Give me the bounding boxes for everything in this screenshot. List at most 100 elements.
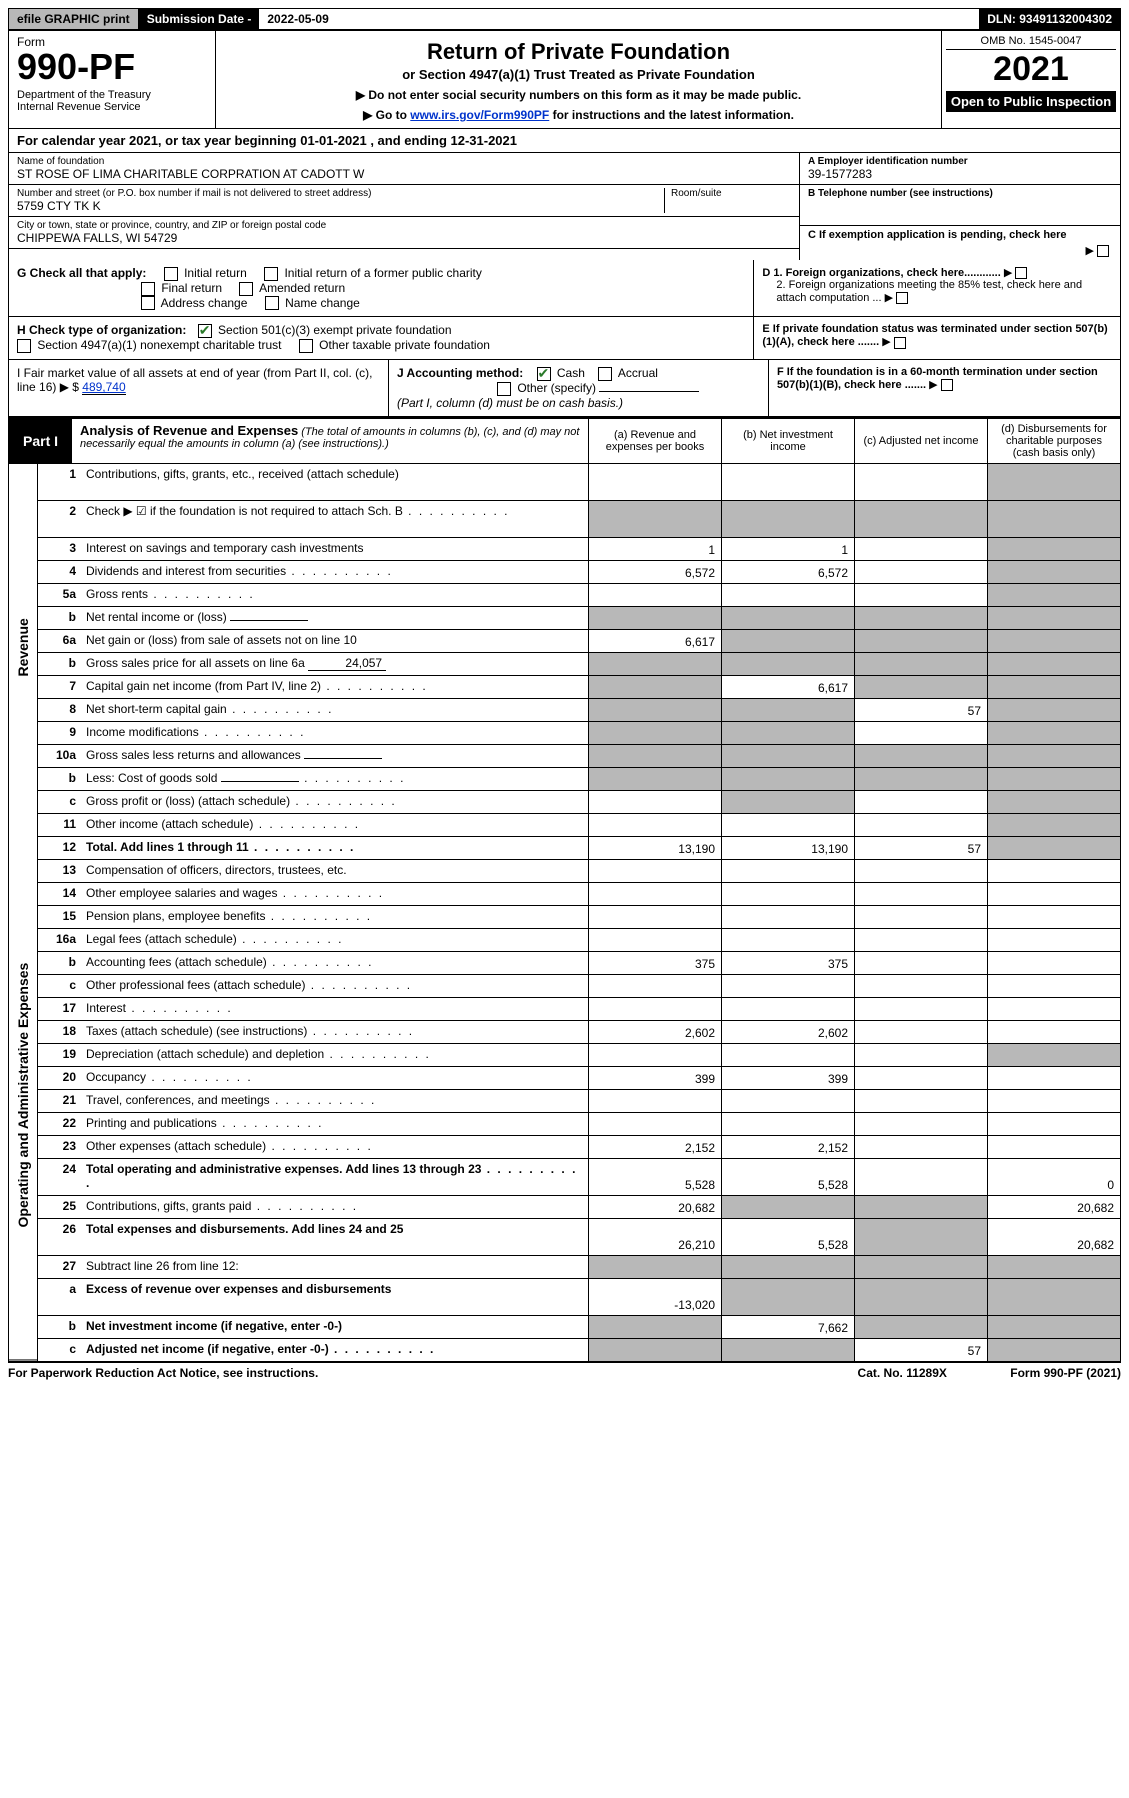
amount-col-c xyxy=(854,745,987,767)
line-number: 12 xyxy=(38,837,80,859)
table-row: 15Pension plans, employee benefits xyxy=(38,906,1120,929)
amount-col-c xyxy=(854,975,987,997)
line-description: Pension plans, employee benefits xyxy=(80,906,588,928)
table-row: 21Travel, conferences, and meetings xyxy=(38,1090,1120,1113)
amount-col-b xyxy=(721,860,854,882)
amount-col-c xyxy=(854,676,987,698)
c-checkbox[interactable] xyxy=(1097,245,1109,257)
amount-col-c xyxy=(854,860,987,882)
h-4947-cb[interactable] xyxy=(17,339,31,353)
amount-col-a: 2,602 xyxy=(588,1021,721,1043)
top-bar: efile GRAPHIC print Submission Date - 20… xyxy=(8,8,1121,30)
amount-col-a xyxy=(588,653,721,675)
line-description: Income modifications xyxy=(80,722,588,744)
line-description: Net gain or (loss) from sale of assets n… xyxy=(80,630,588,652)
f-checkbox[interactable] xyxy=(941,379,953,391)
g-initial-return-cb[interactable] xyxy=(164,267,178,281)
amount-col-b xyxy=(721,501,854,537)
line-description: Printing and publications xyxy=(80,1113,588,1135)
amount-col-c xyxy=(854,1196,987,1218)
calendar-year-line: For calendar year 2021, or tax year begi… xyxy=(8,129,1121,153)
line-number: 10a xyxy=(38,745,80,767)
phone-label: B Telephone number (see instructions) xyxy=(808,188,1112,199)
amount-col-d xyxy=(987,1339,1120,1361)
line-number: 13 xyxy=(38,860,80,882)
amount-col-d xyxy=(987,906,1120,928)
amount-col-a xyxy=(588,860,721,882)
table-row: aExcess of revenue over expenses and dis… xyxy=(38,1279,1120,1316)
amount-col-c xyxy=(854,1219,987,1255)
line-number: b xyxy=(38,607,80,629)
amount-col-c xyxy=(854,464,987,500)
i-fmv-value[interactable]: 489,740 xyxy=(82,380,125,395)
line-number: 6a xyxy=(38,630,80,652)
table-row: 23Other expenses (attach schedule)2,1522… xyxy=(38,1136,1120,1159)
form-subtitle: or Section 4947(a)(1) Trust Treated as P… xyxy=(228,67,929,82)
d2-checkbox[interactable] xyxy=(896,292,908,304)
line-description: Compensation of officers, directors, tru… xyxy=(80,860,588,882)
j-accrual-cb[interactable] xyxy=(598,367,612,381)
g-initial-former-cb[interactable] xyxy=(264,267,278,281)
g-name-change-cb[interactable] xyxy=(265,296,279,310)
instructions-link[interactable]: www.irs.gov/Form990PF xyxy=(410,108,549,122)
table-row: 14Other employee salaries and wages xyxy=(38,883,1120,906)
amount-col-a xyxy=(588,1090,721,1112)
amount-col-a: 6,572 xyxy=(588,561,721,583)
amount-col-b xyxy=(721,975,854,997)
g-address-change-cb[interactable] xyxy=(141,296,155,310)
amount-col-d xyxy=(987,860,1120,882)
section-g-d: G Check all that apply: Initial return I… xyxy=(8,260,1121,317)
amount-col-c xyxy=(854,998,987,1020)
line-description: Taxes (attach schedule) (see instruction… xyxy=(80,1021,588,1043)
revenue-side-label: Revenue xyxy=(9,464,37,831)
amount-col-c xyxy=(854,607,987,629)
amount-col-d xyxy=(987,1316,1120,1338)
amount-col-c xyxy=(854,1316,987,1338)
g-final-return-cb[interactable] xyxy=(141,282,155,296)
amount-col-b xyxy=(721,630,854,652)
line-number: 5a xyxy=(38,584,80,606)
ein-value: 39-1577283 xyxy=(808,167,1112,181)
line-description: Subtract line 26 from line 12: xyxy=(80,1256,588,1278)
open-public-badge: Open to Public Inspection xyxy=(946,91,1116,112)
line-number: 9 xyxy=(38,722,80,744)
ein-label: A Employer identification number xyxy=(808,156,1112,167)
amount-col-d xyxy=(987,538,1120,560)
table-row: 22Printing and publications xyxy=(38,1113,1120,1136)
j-other-cb[interactable] xyxy=(497,382,511,396)
line-description: Other professional fees (attach schedule… xyxy=(80,975,588,997)
table-row: cGross profit or (loss) (attach schedule… xyxy=(38,791,1120,814)
h-other-taxable-cb[interactable] xyxy=(299,339,313,353)
line-description: Check ▶ ☑ if the foundation is not requi… xyxy=(80,501,588,537)
foundation-name-label: Name of foundation xyxy=(17,156,791,167)
amount-col-b: 5,528 xyxy=(721,1159,854,1195)
j-cash-cb[interactable] xyxy=(537,367,551,381)
line-description: Net investment income (if negative, ente… xyxy=(80,1316,588,1338)
foundation-name: ST ROSE OF LIMA CHARITABLE CORPRATION AT… xyxy=(17,167,791,181)
amount-col-d xyxy=(987,768,1120,790)
ssn-warning: ▶ Do not enter social security numbers o… xyxy=(228,88,929,102)
line-description: Other expenses (attach schedule) xyxy=(80,1136,588,1158)
line-number: 18 xyxy=(38,1021,80,1043)
efile-print-button[interactable]: efile GRAPHIC print xyxy=(9,9,139,29)
amount-col-d xyxy=(987,1067,1120,1089)
part1-table: Revenue Operating and Administrative Exp… xyxy=(8,464,1121,1362)
g-amended-cb[interactable] xyxy=(239,282,253,296)
g-label: G Check all that apply: xyxy=(17,266,146,280)
amount-col-a xyxy=(588,906,721,928)
line-number: 3 xyxy=(38,538,80,560)
amount-col-c xyxy=(854,1279,987,1315)
table-row: 3Interest on savings and temporary cash … xyxy=(38,538,1120,561)
amount-col-c xyxy=(854,768,987,790)
amount-col-c xyxy=(854,501,987,537)
amount-col-a: 6,617 xyxy=(588,630,721,652)
e-checkbox[interactable] xyxy=(894,337,906,349)
d1-checkbox[interactable] xyxy=(1015,267,1027,279)
amount-col-a xyxy=(588,814,721,836)
table-row: 4Dividends and interest from securities6… xyxy=(38,561,1120,584)
line-description: Contributions, gifts, grants, etc., rece… xyxy=(80,464,588,500)
form-header: Form 990-PF Department of the Treasury I… xyxy=(8,30,1121,129)
amount-col-a xyxy=(588,1339,721,1361)
h-501c3-cb[interactable] xyxy=(198,324,212,338)
form-title: Return of Private Foundation xyxy=(228,39,929,65)
